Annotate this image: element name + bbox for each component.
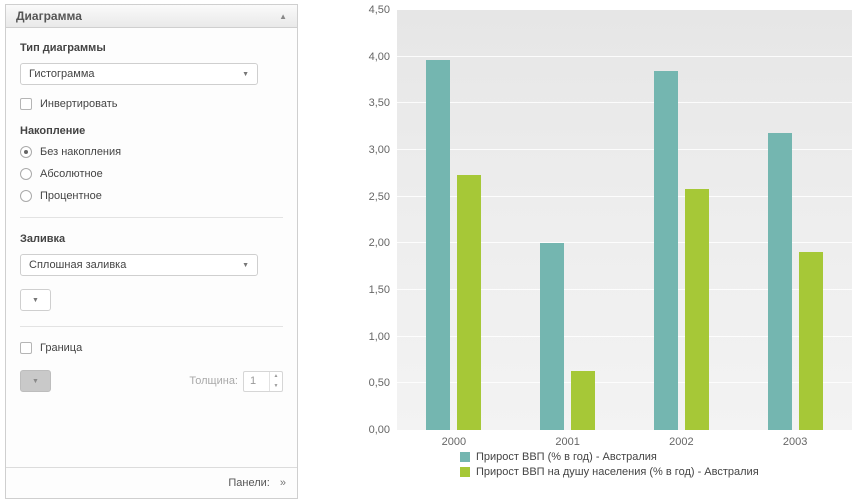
stacking-label: Накопление (20, 125, 86, 137)
chevron-down-icon: ▼ (242, 261, 249, 269)
legend-label: Прирост ВВП (% в год) - Австралия (476, 451, 657, 463)
gridline (397, 9, 852, 10)
chart-type-label: Тип диаграммы (20, 42, 106, 54)
collapse-icon[interactable]: ▲ (279, 11, 287, 21)
bar[interactable] (798, 251, 823, 430)
chart-area: 0,00 0,50 1,00 1,50 2,00 2,50 3,00 3,50 4,00 4,50… (340, 0, 857, 503)
chart-type-select[interactable]: Гистограмма ▼ (20, 63, 258, 85)
x-tick-label: 2001 (555, 436, 580, 448)
bar[interactable] (684, 189, 709, 430)
y-tick-label: 3,00 (368, 144, 390, 157)
y-tick-label: 1,00 (368, 330, 390, 343)
stacking-option[interactable]: Без накопления (20, 146, 283, 158)
bar[interactable] (457, 175, 482, 430)
panels-label: Панели: (228, 477, 270, 489)
fill-type-value: Сплошная заливка (29, 259, 127, 271)
radio-button[interactable] (20, 146, 32, 158)
fill-type-select[interactable]: Сплошная заливка ▼ (20, 254, 258, 276)
bar[interactable] (540, 243, 565, 430)
stacking-option[interactable]: Процентное (20, 190, 283, 202)
panels-expand-icon[interactable]: » (279, 477, 286, 489)
legend-label: Прирост ВВП на душу населения (% в год) … (476, 466, 759, 478)
radio-button[interactable] (20, 190, 32, 202)
legend-swatch (460, 467, 470, 477)
y-tick-label: 1,50 (368, 284, 390, 297)
gridline (397, 149, 852, 151)
invert-checkbox[interactable] (20, 98, 32, 110)
border-color-button[interactable]: ▼ (20, 370, 51, 392)
border-settings-row: ▼ Толщина: 1 ▲ ▼ (20, 370, 283, 392)
legend-swatch (460, 452, 470, 462)
panel-footer: Панели: » (6, 467, 297, 498)
chart-settings-panel: Диаграмма ▲ Тип диаграммы Гистограмма ▼ … (5, 4, 298, 499)
invert-label: Инвертировать (40, 98, 118, 110)
y-tick-label: 2,50 (368, 190, 390, 203)
gridline (397, 195, 852, 197)
y-tick-label: 3,50 (368, 97, 390, 110)
y-tick-label: 4,00 (368, 50, 390, 63)
bar[interactable] (571, 371, 596, 430)
gridline (397, 289, 852, 291)
x-tick-label: 2002 (669, 436, 694, 448)
bar-group (625, 10, 739, 430)
panel-body: Тип диаграммы Гистограмма ▼ Инвертироват… (6, 28, 297, 467)
gridline (397, 55, 852, 57)
x-axis: 2000 2001 2002 2003 (397, 436, 852, 448)
bar-groups (397, 10, 852, 430)
stacking-option-label: Процентное (40, 190, 102, 202)
thickness-value[interactable]: 1 (250, 375, 257, 387)
legend-item: Прирост ВВП на душу населения (% в год) … (460, 466, 759, 478)
panel-title: Диаграмма (16, 9, 82, 23)
stepper-up-icon[interactable]: ▲ (273, 373, 279, 380)
stacking-radio-group: Без накопления Абсолютное Процентное (20, 146, 283, 202)
y-tick-label: 4,50 (368, 4, 390, 16)
bar[interactable] (767, 133, 792, 430)
border-checkbox[interactable] (20, 342, 32, 354)
bar-group (738, 10, 852, 430)
bar[interactable] (653, 70, 678, 430)
chart-type-value: Гистограмма (29, 68, 95, 80)
thickness-label: Толщина: (189, 375, 238, 387)
legend-item: Прирост ВВП (% в год) - Австралия (460, 451, 759, 463)
y-axis: 0,00 0,50 1,00 1,50 2,00 2,50 3,00 3,50 4,00 4,50 (340, 4, 390, 436)
stacking-option[interactable]: Абсолютное (20, 168, 283, 180)
border-checkbox-row[interactable]: Граница (20, 342, 283, 354)
gridline (397, 335, 852, 337)
chart-legend: Прирост ВВП (% в год) - Австралия Прирост… (460, 451, 759, 481)
y-tick-label: 0,50 (368, 377, 390, 390)
divider (20, 217, 283, 218)
y-tick-label: 0,00 (368, 424, 390, 436)
bar-group (511, 10, 625, 430)
plot-area (397, 9, 852, 430)
thickness-stepper[interactable]: 1 ▲ ▼ (243, 370, 283, 392)
x-tick-label: 2003 (782, 436, 808, 448)
bar-group (397, 10, 511, 430)
invert-checkbox-row[interactable]: Инвертировать (20, 98, 283, 110)
chevron-down-icon: ▼ (242, 70, 249, 78)
border-label: Граница (40, 342, 83, 354)
stacking-option-label: Абсолютное (40, 168, 103, 180)
gridline (397, 102, 852, 104)
divider (20, 326, 283, 327)
gridline (397, 382, 852, 384)
gridline (397, 242, 852, 244)
stepper-down-icon[interactable]: ▼ (273, 382, 279, 389)
fill-label: Заливка (20, 233, 66, 245)
chevron-down-icon: ▼ (32, 296, 39, 304)
fill-color-button[interactable]: ▼ (20, 289, 51, 311)
bar[interactable] (426, 60, 451, 430)
chevron-down-icon: ▼ (32, 377, 39, 385)
x-tick-label: 2000 (441, 436, 467, 448)
stepper-arrows: ▲ ▼ (269, 371, 282, 391)
stacking-option-label: Без накопления (40, 146, 122, 158)
panel-header[interactable]: Диаграмма ▲ (6, 5, 297, 28)
radio-button[interactable] (20, 168, 32, 180)
y-tick-label: 2,00 (368, 237, 390, 250)
